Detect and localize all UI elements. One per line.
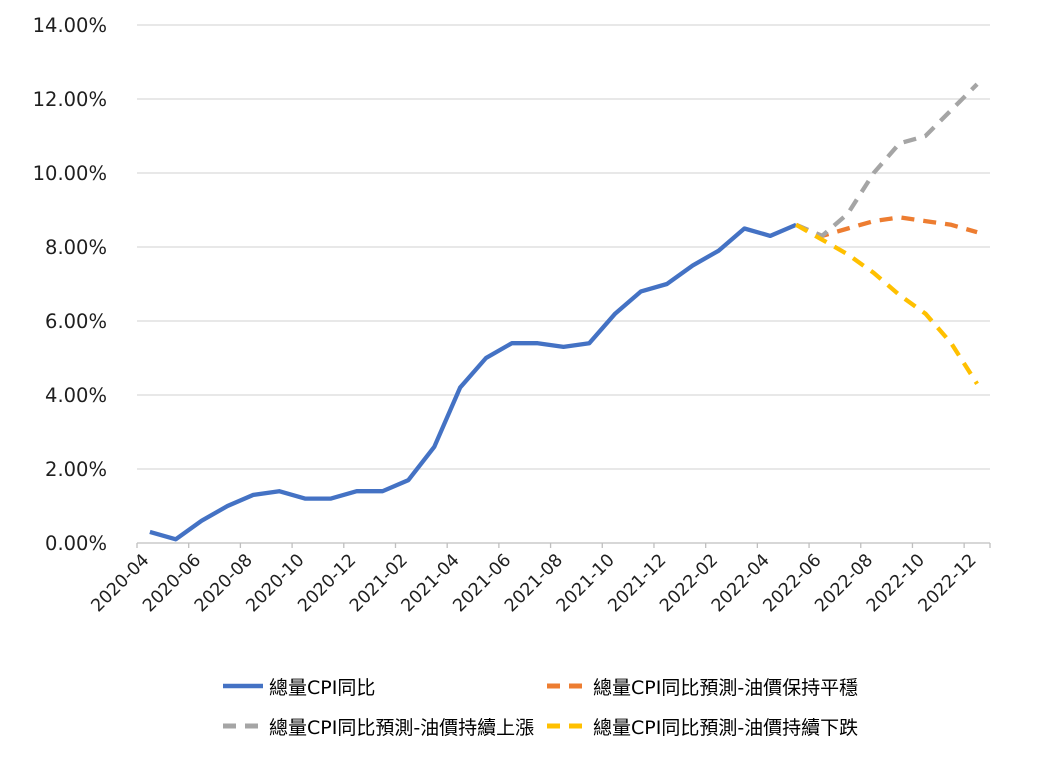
legend-label-forecast-rising: 總量CPI同比預測-油價持續上漲 <box>269 716 535 739</box>
y-axis-tick-label: 10.00% <box>33 162 107 185</box>
legend-item-forecast-falling: 總量CPI同比預測-油價持續下跌 <box>546 713 858 740</box>
legend-label-forecast-falling: 總量CPI同比預測-油價持續下跌 <box>593 716 859 739</box>
y-axis-tick-label: 14.00% <box>33 14 107 37</box>
y-axis-tick-label: 2.00% <box>45 458 107 481</box>
chart-plot-area: 0.00% 2.00% 4.00% 6.00% 8.00% 10.00% 12.00% 14.… <box>33 14 991 616</box>
legend-label-forecast-stable: 總量CPI同比預測-油價保持平穩 <box>593 676 859 699</box>
legend-swatch-dashed-line-icon <box>546 682 588 690</box>
y-axis-tick-label: 4.00% <box>45 384 107 407</box>
legend-item-forecast-rising: 總量CPI同比預測-油價持續上漲 <box>222 713 546 740</box>
y-axis-tick-label: 12.00% <box>33 88 107 111</box>
chart-legend: 總量CPI同比 總量CPI同比預測-油價保持平穩 總量CPI同比預測-油價持續上… <box>222 666 858 746</box>
legend-item-forecast-stable: 總量CPI同比預測-油價保持平穩 <box>546 673 858 700</box>
legend-item-actual: 總量CPI同比 <box>222 673 546 700</box>
y-axis-tick-label: 0.00% <box>45 532 107 555</box>
legend-swatch-dashed-line-icon <box>546 722 588 730</box>
series-line-3 <box>795 222 979 386</box>
y-axis-tick-label: 6.00% <box>45 310 107 333</box>
series-line-2 <box>795 82 979 239</box>
legend-swatch-solid-line-icon <box>222 682 264 690</box>
legend-label-actual: 總量CPI同比 <box>269 676 376 699</box>
series-line-0 <box>149 222 797 542</box>
legend-swatch-dashed-line-icon <box>222 722 264 730</box>
y-axis-tick-label: 8.00% <box>45 236 107 259</box>
